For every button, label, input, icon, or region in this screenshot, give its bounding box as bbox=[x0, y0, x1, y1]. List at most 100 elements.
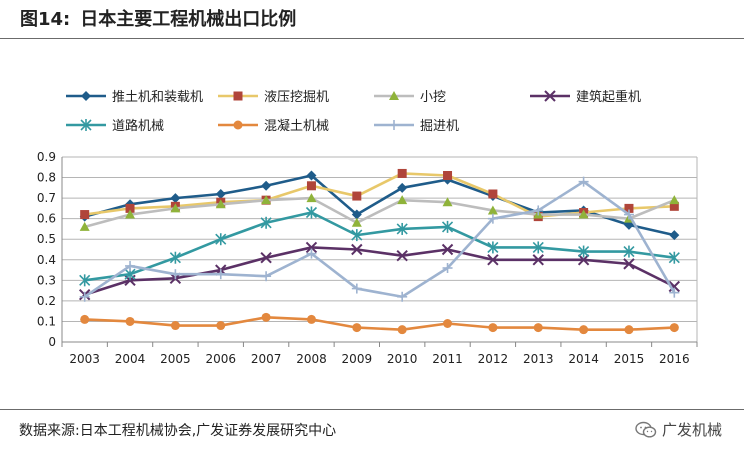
y-tick-label: 0.1 bbox=[37, 314, 56, 328]
data-point bbox=[351, 217, 362, 227]
y-tick-label: 0 bbox=[48, 335, 56, 349]
data-point bbox=[215, 233, 227, 246]
chart-axes: 0 0.1 0.2 0.3 0.4 0.5 0.6 0.7 0.8 0.9 2003 2004 2005… bbox=[37, 150, 698, 366]
x-tick-label: 2013 bbox=[523, 352, 554, 366]
chart-gridlines bbox=[62, 156, 697, 322]
data-point bbox=[80, 314, 90, 324]
data-point bbox=[396, 249, 408, 262]
x-tick-label: 2016 bbox=[659, 352, 690, 366]
legend-label: 混凝土机械 bbox=[264, 118, 329, 134]
series-2 bbox=[80, 168, 679, 222]
data-point bbox=[624, 203, 634, 213]
data-point bbox=[351, 243, 363, 256]
series-6 bbox=[80, 312, 679, 335]
legend-label: 推土机和装载机 bbox=[112, 90, 203, 105]
series-7 bbox=[79, 176, 680, 302]
data-point bbox=[397, 291, 408, 302]
data-point bbox=[532, 241, 544, 254]
series-line bbox=[84, 246, 675, 296]
figure-title: 图14: 日本主要工程机械出口比例 bbox=[20, 5, 296, 31]
data-point bbox=[215, 189, 226, 199]
data-point bbox=[443, 171, 453, 180]
data-point bbox=[533, 323, 543, 333]
data-point bbox=[215, 199, 226, 209]
data-point bbox=[624, 325, 634, 335]
data-point bbox=[79, 274, 91, 287]
data-point bbox=[79, 221, 90, 231]
data-point bbox=[578, 245, 590, 258]
data-point bbox=[306, 314, 316, 324]
y-tick-label: 0.4 bbox=[37, 253, 56, 267]
legend-item: 小挖 bbox=[374, 90, 446, 105]
data-point bbox=[351, 229, 363, 242]
data-point bbox=[260, 252, 272, 264]
data-point bbox=[669, 287, 680, 298]
data-point bbox=[442, 263, 453, 273]
data-point bbox=[579, 325, 589, 335]
x-tick-label: 2011 bbox=[432, 352, 463, 366]
series-line bbox=[84, 174, 675, 237]
data-point bbox=[170, 193, 181, 204]
data-point bbox=[487, 213, 498, 224]
legend-label: 掘进机 bbox=[420, 119, 459, 134]
legend-label: 道路机械 bbox=[112, 118, 164, 134]
brand-mark: 广发机械 bbox=[635, 419, 722, 440]
legend-swatch-marker bbox=[389, 91, 399, 100]
x-tick-label: 2006 bbox=[205, 352, 236, 366]
data-point bbox=[169, 251, 181, 264]
data-point bbox=[668, 280, 681, 293]
data-point bbox=[623, 245, 635, 258]
data-point bbox=[487, 241, 499, 254]
x-tick-label: 2015 bbox=[614, 352, 645, 366]
legend-swatch-marker bbox=[80, 119, 92, 131]
data-point bbox=[125, 209, 136, 219]
data-point bbox=[396, 222, 408, 235]
y-tick-label: 0.2 bbox=[37, 294, 56, 308]
y-tick-label: 0.8 bbox=[37, 171, 56, 185]
data-point bbox=[397, 195, 408, 205]
chart-series bbox=[78, 168, 681, 335]
data-point bbox=[669, 230, 680, 241]
data-point bbox=[261, 312, 271, 322]
data-point bbox=[125, 260, 136, 271]
data-point bbox=[170, 203, 181, 213]
data-point bbox=[352, 323, 362, 333]
data-point bbox=[260, 216, 272, 229]
legend-item: 混凝土机械 bbox=[218, 118, 329, 134]
data-point bbox=[351, 209, 362, 220]
data-point bbox=[441, 220, 454, 233]
data-point bbox=[80, 210, 90, 220]
legend-swatch-marker bbox=[233, 91, 243, 101]
brand-text: 广发机械 bbox=[661, 421, 722, 439]
legend-swatch-marker bbox=[81, 91, 91, 101]
data-point bbox=[487, 205, 498, 215]
data-point bbox=[487, 254, 499, 266]
data-point bbox=[669, 323, 679, 333]
footer-divider bbox=[0, 409, 744, 410]
data-point bbox=[216, 321, 226, 331]
figure-title-text: 日本主要工程机械出口比例 bbox=[80, 9, 297, 30]
data-point bbox=[305, 241, 318, 254]
legend-label: 小挖 bbox=[420, 90, 446, 105]
legend-item: 建筑起重机 bbox=[530, 89, 641, 105]
data-point bbox=[79, 291, 90, 302]
data-point bbox=[261, 271, 272, 282]
figure-header: 图14: 日本主要工程机械出口比例 bbox=[0, 0, 744, 39]
data-point bbox=[170, 321, 180, 331]
data-point bbox=[170, 269, 181, 280]
wechat-icon bbox=[635, 421, 657, 438]
legend-swatch-marker bbox=[544, 90, 556, 102]
data-point bbox=[669, 195, 680, 205]
data-point bbox=[305, 206, 318, 219]
series-line bbox=[84, 211, 675, 282]
data-point bbox=[488, 189, 498, 199]
data-point bbox=[125, 316, 135, 326]
data-point bbox=[125, 203, 135, 213]
y-tick-label: 0.3 bbox=[37, 273, 56, 287]
legend-label: 液压挖掘机 bbox=[264, 90, 329, 105]
legend-swatch-marker bbox=[389, 120, 399, 130]
legend-item: 推土机和装载机 bbox=[66, 90, 203, 105]
data-point bbox=[488, 323, 498, 333]
data-point bbox=[623, 209, 634, 220]
data-point bbox=[578, 176, 589, 187]
